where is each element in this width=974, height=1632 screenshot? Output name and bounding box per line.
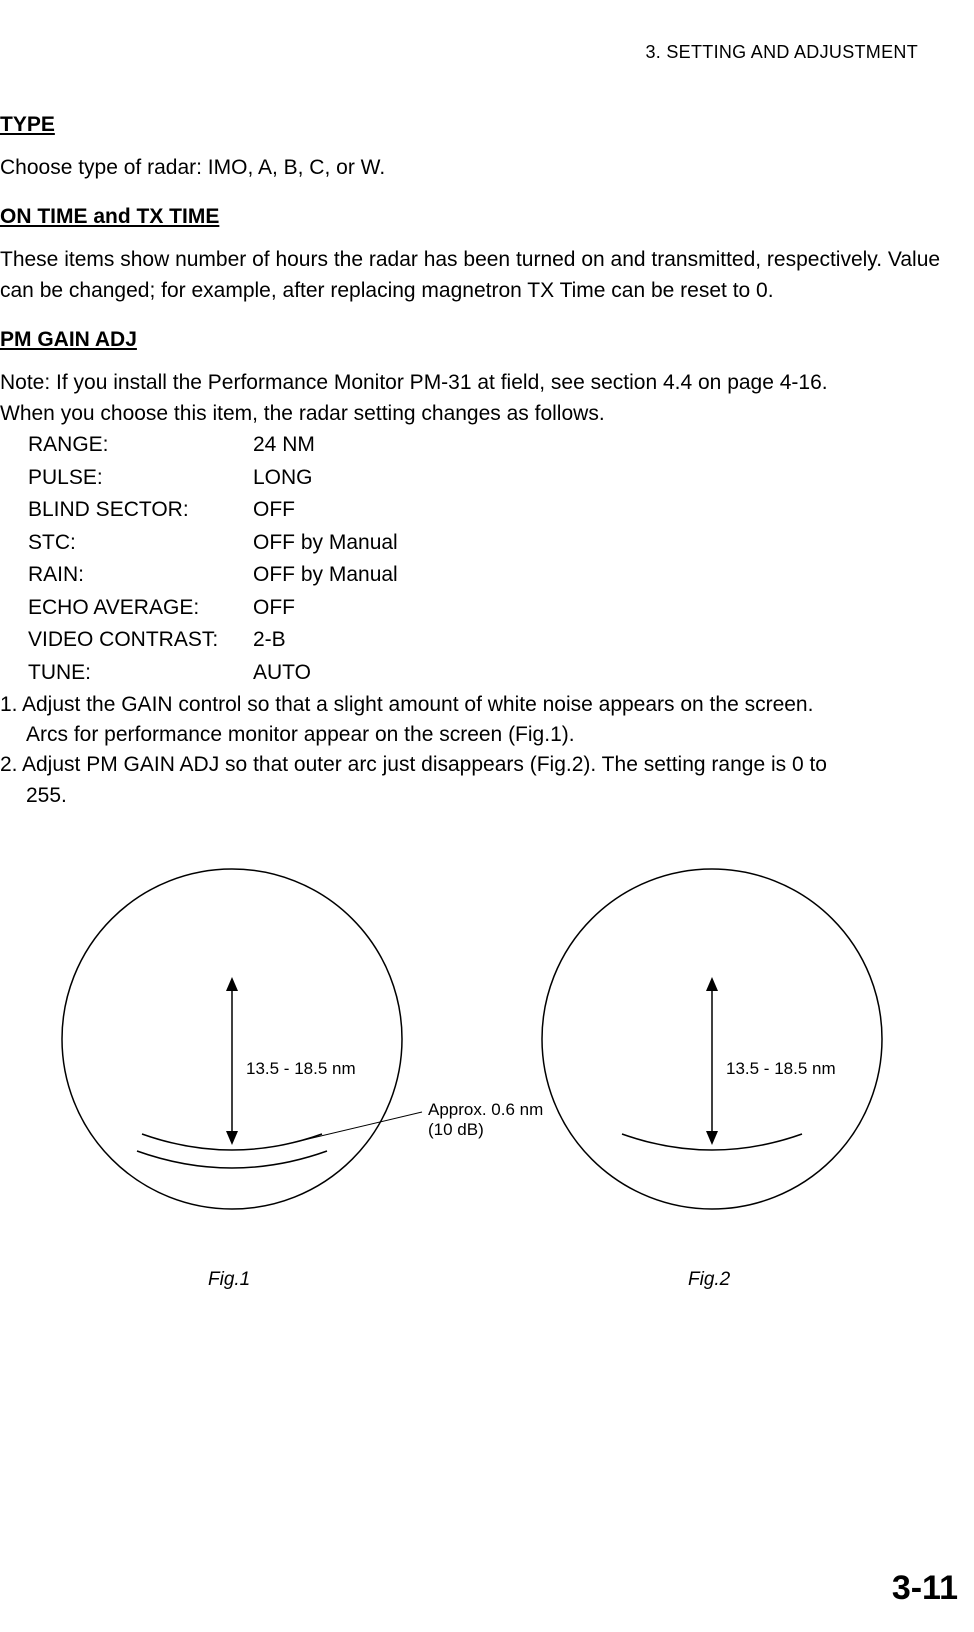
settings-label: PULSE: [28,462,253,495]
fig1-arrow-label: 13.5 - 18.5 nm [246,1059,356,1078]
step-1-num: 1. [0,690,22,720]
settings-label: ECHO AVERAGE: [28,592,253,625]
pmgain-note: Note: If you install the Performance Mon… [0,368,964,398]
fig1-callout-line [287,1112,422,1144]
step-1-cont: Arcs for performance monitor appear on t… [26,720,964,750]
heading-ontime: ON TIME and TX TIME [0,205,964,229]
heading-type: TYPE [0,113,964,137]
settings-row: BLIND SECTOR: OFF [28,494,964,527]
page-number: 3-11 [892,1569,958,1608]
para-ontime: These items show number of hours the rad… [0,245,964,306]
page: 3. SETTING AND ADJUSTMENT TYPE Choose ty… [0,0,974,1632]
step-1: 1.Adjust the GAIN control so that a slig… [0,690,964,720]
settings-value: LONG [253,462,964,495]
settings-value: OFF [253,592,964,625]
settings-row: ECHO AVERAGE: OFF [28,592,964,625]
settings-value: OFF by Manual [253,559,964,592]
figures-container: 13.5 - 18.5 nm Approx. 0.6 nm (10 dB) 13… [32,859,932,1259]
settings-row: VIDEO CONTRAST: 2-B [28,624,964,657]
settings-value: OFF [253,494,964,527]
step-2-cont: 255. [26,781,964,811]
settings-label: VIDEO CONTRAST: [28,624,253,657]
settings-label: TUNE: [28,657,253,690]
fig1-label: Fig.1 [208,1269,250,1291]
step-1-first: Adjust the GAIN control so that a slight… [22,693,813,716]
settings-row: TUNE: AUTO [28,657,964,690]
settings-label: STC: [28,527,253,560]
chapter-header: 3. SETTING AND ADJUSTMENT [0,42,974,63]
fig1-callout-text2: (10 dB) [428,1120,484,1139]
settings-row: STC: OFF by Manual [28,527,964,560]
settings-table: RANGE: 24 NM PULSE: LONG BLIND SECTOR: O… [28,429,964,689]
fig2-label: Fig.2 [688,1269,730,1291]
heading-pmgain: PM GAIN ADJ [0,328,964,352]
settings-label: RAIN: [28,559,253,592]
step-2: 2.Adjust PM GAIN ADJ so that outer arc j… [0,750,964,780]
settings-row: RAIN: OFF by Manual [28,559,964,592]
fig1-arrow-down [226,1131,238,1145]
settings-label: BLIND SECTOR: [28,494,253,527]
fig2-arrow-up [706,977,718,991]
fig2-arrow-down [706,1131,718,1145]
fig1-callout-text1: Approx. 0.6 nm [428,1100,543,1119]
fig1-arrow-up [226,977,238,991]
fig1-arc-outer [137,1151,327,1168]
pmgain-intro: When you choose this item, the radar set… [0,399,964,429]
step-2-first: Adjust PM GAIN ADJ so that outer arc jus… [22,753,827,776]
settings-row: RANGE: 24 NM [28,429,964,462]
settings-value: 2-B [253,624,964,657]
settings-value: OFF by Manual [253,527,964,560]
figures-svg: 13.5 - 18.5 nm Approx. 0.6 nm (10 dB) 13… [32,859,932,1259]
content-body: TYPE Choose type of radar: IMO, A, B, C,… [0,113,974,1259]
step-2-num: 2. [0,750,22,780]
fig2-arrow-label: 13.5 - 18.5 nm [726,1059,836,1078]
settings-row: PULSE: LONG [28,462,964,495]
settings-label: RANGE: [28,429,253,462]
settings-value: 24 NM [253,429,964,462]
settings-value: AUTO [253,657,964,690]
para-type: Choose type of radar: IMO, A, B, C, or W… [0,153,964,183]
